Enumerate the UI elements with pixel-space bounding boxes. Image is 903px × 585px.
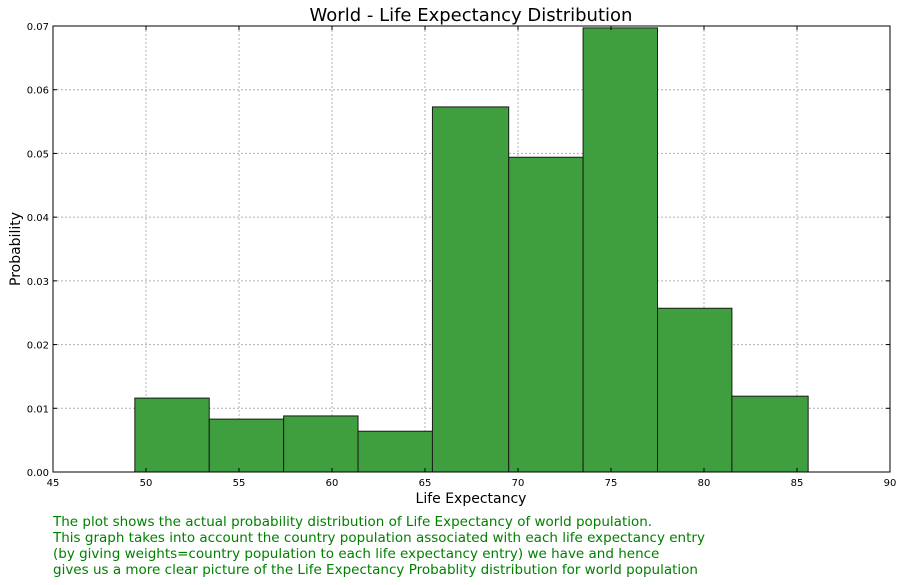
histogram-bar xyxy=(582,27,658,473)
x-tick-label: 80 xyxy=(698,478,711,489)
histogram-chart: World - Life Expectancy Distribution 45 5… xyxy=(8,5,897,507)
histogram-bar xyxy=(508,156,584,473)
caption-line: The plot shows the actual probability di… xyxy=(53,514,653,530)
x-tick-label: 65 xyxy=(419,478,432,489)
y-tick-label: 0.01 xyxy=(27,404,49,415)
y-tick-label: 0.04 xyxy=(27,213,49,224)
x-tick-label: 75 xyxy=(605,478,618,489)
x-axis-label: Life Expectancy xyxy=(416,491,527,507)
histogram-bar xyxy=(431,106,510,473)
bars xyxy=(134,27,809,473)
chart-caption: The plot shows the actual probability di… xyxy=(53,514,893,578)
caption-line: This graph takes into account the countr… xyxy=(53,530,705,546)
y-axis-label: Probability xyxy=(8,212,24,286)
plot-frame xyxy=(52,25,891,473)
histogram-bar xyxy=(657,307,733,473)
x-ticks: 45 50 55 60 65 70 75 80 85 90 xyxy=(47,26,897,489)
x-tick-label: 90 xyxy=(884,478,897,489)
histogram-bar xyxy=(731,395,809,473)
histogram-bar xyxy=(208,418,285,473)
y-tick-label: 0.07 xyxy=(27,22,49,33)
x-tick-label: 50 xyxy=(140,478,153,489)
y-tick-label: 0.06 xyxy=(27,86,49,97)
y-tick-label: 0.05 xyxy=(27,149,49,160)
y-tick-label: 0.02 xyxy=(27,341,49,352)
chart-title: World - Life Expectancy Distribution xyxy=(310,5,633,26)
y-tick-label: 0.03 xyxy=(27,277,49,288)
x-tick-label: 85 xyxy=(791,478,804,489)
x-tick-label: 70 xyxy=(512,478,525,489)
caption-line: gives us a more clear picture of the Lif… xyxy=(53,562,698,578)
histogram-bar xyxy=(283,415,359,473)
y-tick-label: 0.00 xyxy=(27,468,49,479)
histogram-bar xyxy=(134,397,210,473)
x-tick-label: 45 xyxy=(47,478,60,489)
y-ticks: 0.00 0.01 0.02 0.03 0.04 0.05 0.06 0.07 xyxy=(27,22,890,479)
x-tick-label: 55 xyxy=(233,478,246,489)
x-tick-label: 60 xyxy=(326,478,339,489)
caption-line: (by giving weights=country population to… xyxy=(53,546,660,562)
histogram-bar xyxy=(357,430,433,473)
